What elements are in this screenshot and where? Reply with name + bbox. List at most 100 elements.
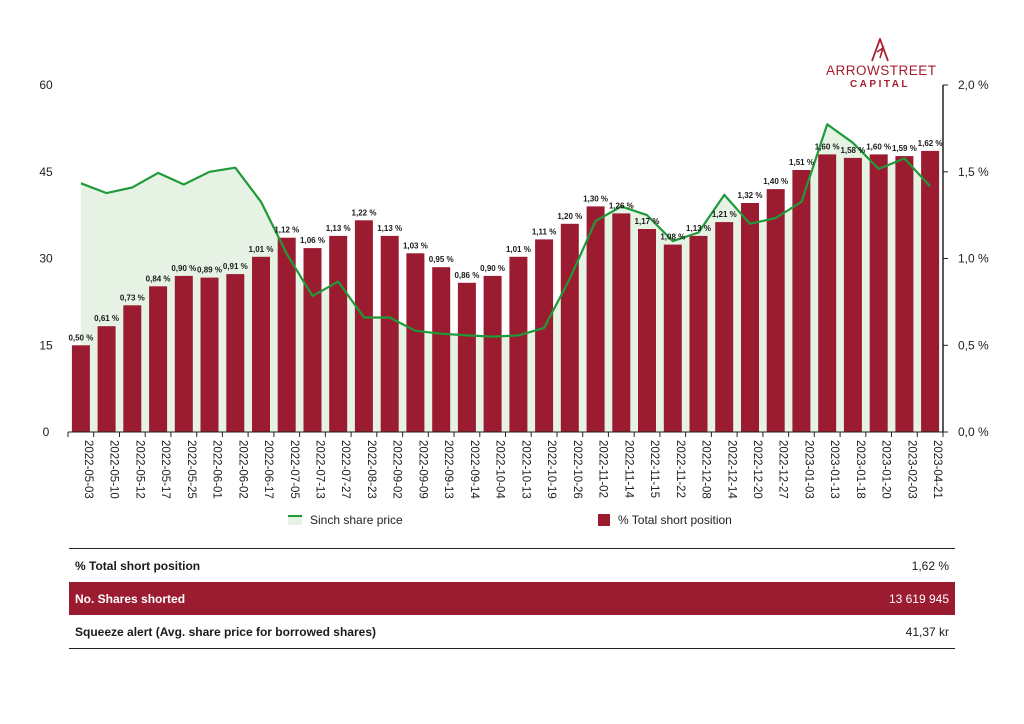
summary-row-shares-shorted: No. Shares shorted 13 619 945 bbox=[69, 582, 955, 615]
left-tick-label: 30 bbox=[39, 252, 53, 266]
bar-label-2022-10-13: 1,01 % bbox=[506, 245, 531, 254]
summary-label: Squeeze alert (Avg. share price for borr… bbox=[75, 624, 376, 639]
bar-label-2023-01-13: 1,60 % bbox=[815, 142, 840, 151]
summary-table: % Total short position 1,62 % No. Shares… bbox=[69, 548, 955, 649]
legend-swatch-bar bbox=[598, 514, 610, 526]
bar-label-2022-09-13: 0,95 % bbox=[429, 255, 454, 264]
bar-label-2023-04-21: 1,62 % bbox=[918, 139, 943, 148]
bar-2022-10-13 bbox=[509, 256, 528, 432]
summary-row-squeeze-alert: Squeeze alert (Avg. share price for borr… bbox=[69, 615, 955, 648]
x-axis-dates: 2022-05-03 2022-05-10 2022-05-12 2022-05-17… bbox=[82, 440, 943, 499]
left-tick-label: 45 bbox=[39, 165, 53, 179]
x-tick-label-2023-01-03: 2023-01-03 bbox=[803, 440, 815, 499]
x-tick-label-2022-09-09: 2022-09-09 bbox=[416, 440, 428, 499]
bar-2023-01-03 bbox=[792, 170, 811, 432]
bar-label-2022-10-19: 1,11 % bbox=[532, 227, 556, 236]
bar-label-2022-05-03: 0,50 % bbox=[68, 333, 93, 342]
left-tick-label: 60 bbox=[39, 78, 53, 92]
bar-2022-09-14 bbox=[457, 282, 476, 432]
bar-2022-09-09 bbox=[406, 253, 425, 432]
bar-2022-11-02 bbox=[586, 206, 605, 432]
bar-2023-04-21 bbox=[921, 150, 940, 432]
bar-label-2023-01-20: 1,60 % bbox=[866, 142, 891, 151]
legend-label-share-price: Sinch share price bbox=[310, 513, 403, 527]
bar-2022-07-05 bbox=[277, 237, 296, 432]
share-price-line bbox=[80, 123, 931, 338]
x-tick-label-2022-07-27: 2022-07-27 bbox=[339, 440, 351, 499]
bar-2023-01-13 bbox=[818, 154, 837, 432]
bar-label-2023-01-18: 1,58 % bbox=[840, 146, 865, 155]
bar-2022-05-12 bbox=[123, 305, 142, 432]
bar-2022-12-14 bbox=[715, 222, 734, 432]
bar-2022-07-27 bbox=[329, 235, 348, 432]
chart-legend: Sinch share price % Total short position bbox=[0, 513, 1024, 535]
x-tick-label-2022-10-26: 2022-10-26 bbox=[571, 440, 583, 499]
bar-2022-06-01 bbox=[200, 277, 219, 432]
bar-2022-10-19 bbox=[535, 239, 554, 432]
bar-2022-05-10 bbox=[97, 326, 116, 432]
x-tick-label-2022-09-14: 2022-09-14 bbox=[468, 440, 480, 499]
bar-label-2022-12-27: 1,40 % bbox=[763, 177, 788, 186]
bar-2022-06-17 bbox=[252, 256, 270, 432]
bar-2023-02-03 bbox=[895, 156, 914, 432]
bar-label-2023-01-03: 1,51 % bbox=[789, 158, 814, 167]
bar-2022-11-14 bbox=[612, 213, 631, 432]
bar-2022-08-23 bbox=[354, 220, 373, 432]
x-tick-label-2022-11-02: 2022-11-02 bbox=[597, 440, 609, 498]
summary-value: 13 619 945 bbox=[888, 591, 949, 606]
bar-2022-05-03 bbox=[71, 345, 90, 433]
summary-label: No. Shares shorted bbox=[75, 591, 186, 606]
bar-2022-05-17 bbox=[149, 286, 168, 432]
x-tick-label-2022-09-02: 2022-09-02 bbox=[391, 440, 403, 499]
bar-label-2022-05-25: 0,90 % bbox=[171, 264, 196, 273]
x-tick-label-2022-06-02: 2022-06-02 bbox=[236, 440, 248, 499]
right-tick-label: 1,0 % bbox=[958, 252, 989, 266]
x-tick-label-2022-12-20: 2022-12-20 bbox=[751, 440, 763, 499]
bar-label-2022-12-14: 1,21 % bbox=[712, 210, 737, 219]
summary-label: % Total short position bbox=[75, 558, 201, 573]
bar-2022-12-08 bbox=[689, 235, 708, 432]
bar-label-2022-06-01: 0,89 % bbox=[197, 266, 222, 275]
bar-label-2022-07-13: 1,06 % bbox=[300, 236, 325, 245]
short-position-bars bbox=[71, 150, 940, 433]
x-tick-label-2023-02-03: 2023-02-03 bbox=[905, 440, 917, 499]
bar-label-2022-06-17: 1,01 % bbox=[249, 245, 274, 254]
x-tick-label-2022-11-14: 2022-11-14 bbox=[622, 440, 634, 499]
bar-2023-01-20 bbox=[869, 154, 888, 432]
x-tick-label-2022-11-22: 2022-11-22 bbox=[674, 440, 686, 498]
x-tick-label-2022-05-12: 2022-05-12 bbox=[133, 440, 145, 499]
x-tick-label-2022-11-15: 2022-11-15 bbox=[648, 440, 660, 498]
bar-2022-10-04 bbox=[483, 275, 502, 432]
legend-swatch-line bbox=[288, 515, 302, 525]
bar-label-2022-05-12: 0,73 % bbox=[120, 293, 145, 302]
left-tick-label: 15 bbox=[39, 338, 53, 352]
bar-label-2022-09-14: 0,86 % bbox=[454, 271, 479, 280]
x-tick-label-2022-05-17: 2022-05-17 bbox=[159, 440, 171, 499]
bar-2022-10-26 bbox=[560, 223, 579, 432]
bar-label-2022-11-02: 1,30 % bbox=[583, 194, 608, 203]
bar-label-2022-06-02: 0,91 % bbox=[223, 262, 248, 271]
x-tick-label-2022-08-23: 2022-08-23 bbox=[365, 440, 377, 499]
bar-2022-12-20 bbox=[741, 203, 759, 432]
summary-row-total-short: % Total short position 1,62 % bbox=[69, 549, 955, 582]
share-price-line-layer bbox=[80, 123, 931, 338]
bar-label-2022-07-05: 1,12 % bbox=[274, 226, 299, 235]
short-position-chart: 0 15 30 45 60 0,0 % 0,5 % 1,0 % 1,5 % 2,0 % 0,50 … bbox=[39, 78, 989, 499]
bar-2022-11-22 bbox=[663, 244, 682, 432]
x-tick-label-2022-05-03: 2022-05-03 bbox=[82, 440, 94, 499]
bar-label-2022-09-02: 1,13 % bbox=[377, 224, 402, 233]
x-tick-label-2022-10-13: 2022-10-13 bbox=[519, 440, 531, 499]
bar-2022-09-13 bbox=[432, 267, 451, 432]
arrowstreet-logo: ARROWSTREET CAPITAL bbox=[826, 38, 936, 91]
x-tick-label-2022-05-25: 2022-05-25 bbox=[185, 440, 197, 499]
right-tick-label: 0,0 % bbox=[958, 425, 989, 439]
brand-sub: CAPITAL bbox=[849, 79, 911, 90]
bar-label-2022-11-22: 1,08 % bbox=[660, 233, 685, 242]
bar-2022-09-02 bbox=[380, 235, 399, 432]
left-tick-label: 0 bbox=[43, 425, 50, 439]
bar-label-2022-12-08: 1,13 % bbox=[686, 224, 711, 233]
bar-label-2022-07-27: 1,13 % bbox=[326, 224, 351, 233]
bar-label-2022-10-04: 0,90 % bbox=[480, 264, 505, 273]
axes: 0 15 30 45 60 0,0 % 0,5 % 1,0 % 1,5 % 2,0 % bbox=[39, 78, 989, 439]
bar-2022-06-02 bbox=[226, 274, 245, 432]
